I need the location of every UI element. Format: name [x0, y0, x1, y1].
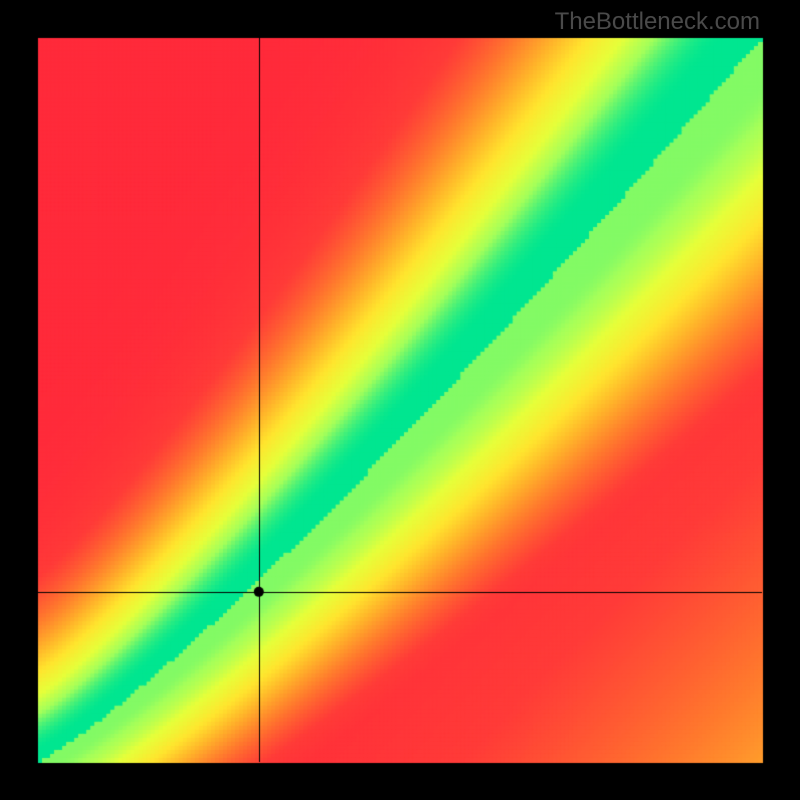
- chart-container: { "chart": { "type": "heatmap", "outer_w…: [0, 0, 800, 800]
- bottleneck-heatmap: [0, 0, 800, 800]
- watermark-text: TheBottleneck.com: [555, 8, 760, 36]
